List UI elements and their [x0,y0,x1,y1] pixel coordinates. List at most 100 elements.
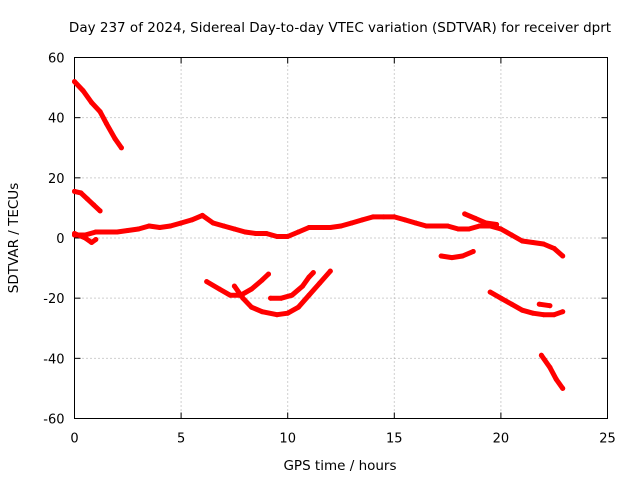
data-point [541,241,546,247]
data-point [89,240,95,245]
tick-labels: 0 5 10 15 20 25 -60 -40 -20 0 20 40 60 [43,52,616,447]
data-point [530,240,536,245]
x-tick-label: 5 [177,432,185,447]
data-point [547,303,553,309]
data-point [97,109,103,115]
data-point [538,352,544,358]
data-point [551,312,557,318]
data-point [498,226,504,232]
grid [74,57,608,419]
data-point [477,223,483,229]
y-tick-label: 60 [48,52,65,67]
series-late-deep [538,352,566,391]
x-tick-label: 10 [279,432,296,447]
data-point [498,295,504,301]
data-point [204,279,210,285]
data-point [349,220,355,226]
data-point [72,79,77,85]
data-point [178,220,184,226]
data-point [381,214,387,220]
data-point [434,223,440,229]
y-tick-label: -60 [43,413,64,428]
series-late-lower [487,289,566,318]
y-tick-label: 20 [48,172,65,187]
series-arc-b [231,268,333,318]
y-axis-label: SDTVAR / TECUs [6,183,22,293]
data-point [231,283,237,289]
data-point [136,226,141,232]
data-point [259,277,265,283]
data-point [268,295,274,301]
data-point [240,295,246,301]
data-point [210,220,216,226]
data-point [306,292,312,298]
data-point [423,223,429,229]
data-point [114,229,120,235]
data-point [455,226,461,232]
data-point [125,228,131,233]
data-point [460,253,465,259]
data-point [93,237,99,242]
y-tick-label: -40 [43,352,64,367]
data-point [306,225,312,230]
x-tick-label: 0 [70,432,78,447]
data-point [278,295,284,301]
data-point [541,312,546,318]
data-point [560,385,566,391]
data-point [78,190,84,196]
y-tick-label: 40 [48,112,65,127]
data-point [327,225,333,230]
data-point [472,215,478,221]
data-point [112,136,118,142]
data-point [359,217,365,223]
axis-ticks [74,57,608,419]
series-layer [72,79,566,391]
data-point [338,223,344,229]
data-point [104,121,109,127]
x-tick-label: 15 [386,432,403,447]
data-point [547,364,553,370]
data-point [253,231,259,236]
data-point [300,283,306,289]
data-point [310,270,316,276]
data-point [263,231,269,236]
x-tick-label: 25 [599,432,616,447]
plot-frame [74,57,608,419]
data-point [167,223,173,229]
data-point [104,229,109,235]
data-point [93,229,99,235]
data-point [370,214,376,220]
data-point [438,253,444,259]
data-point [519,307,525,313]
data-point [274,312,280,318]
data-point [199,212,205,218]
data-point [146,223,152,229]
data-point [242,229,248,235]
y-tick-label: -20 [43,292,64,307]
data-point [221,223,227,229]
data-point [285,310,291,316]
data-point [259,309,265,315]
data-point [402,217,408,223]
data-point [295,229,301,235]
data-point [89,100,95,106]
data-point [249,286,254,292]
data-point [157,225,163,230]
data-point [509,301,515,307]
data-point [317,280,323,286]
data-point [97,208,103,214]
data-point [391,214,397,220]
data-point [231,226,237,232]
data-point [536,301,542,307]
data-point [519,238,525,244]
data-point [483,220,489,226]
data-point [470,249,476,254]
data-point [289,292,295,298]
data-point [530,310,536,316]
data-point [274,234,280,239]
data-point [445,223,451,229]
data-point [285,234,291,239]
data-point [413,220,419,226]
data-point [462,211,468,217]
